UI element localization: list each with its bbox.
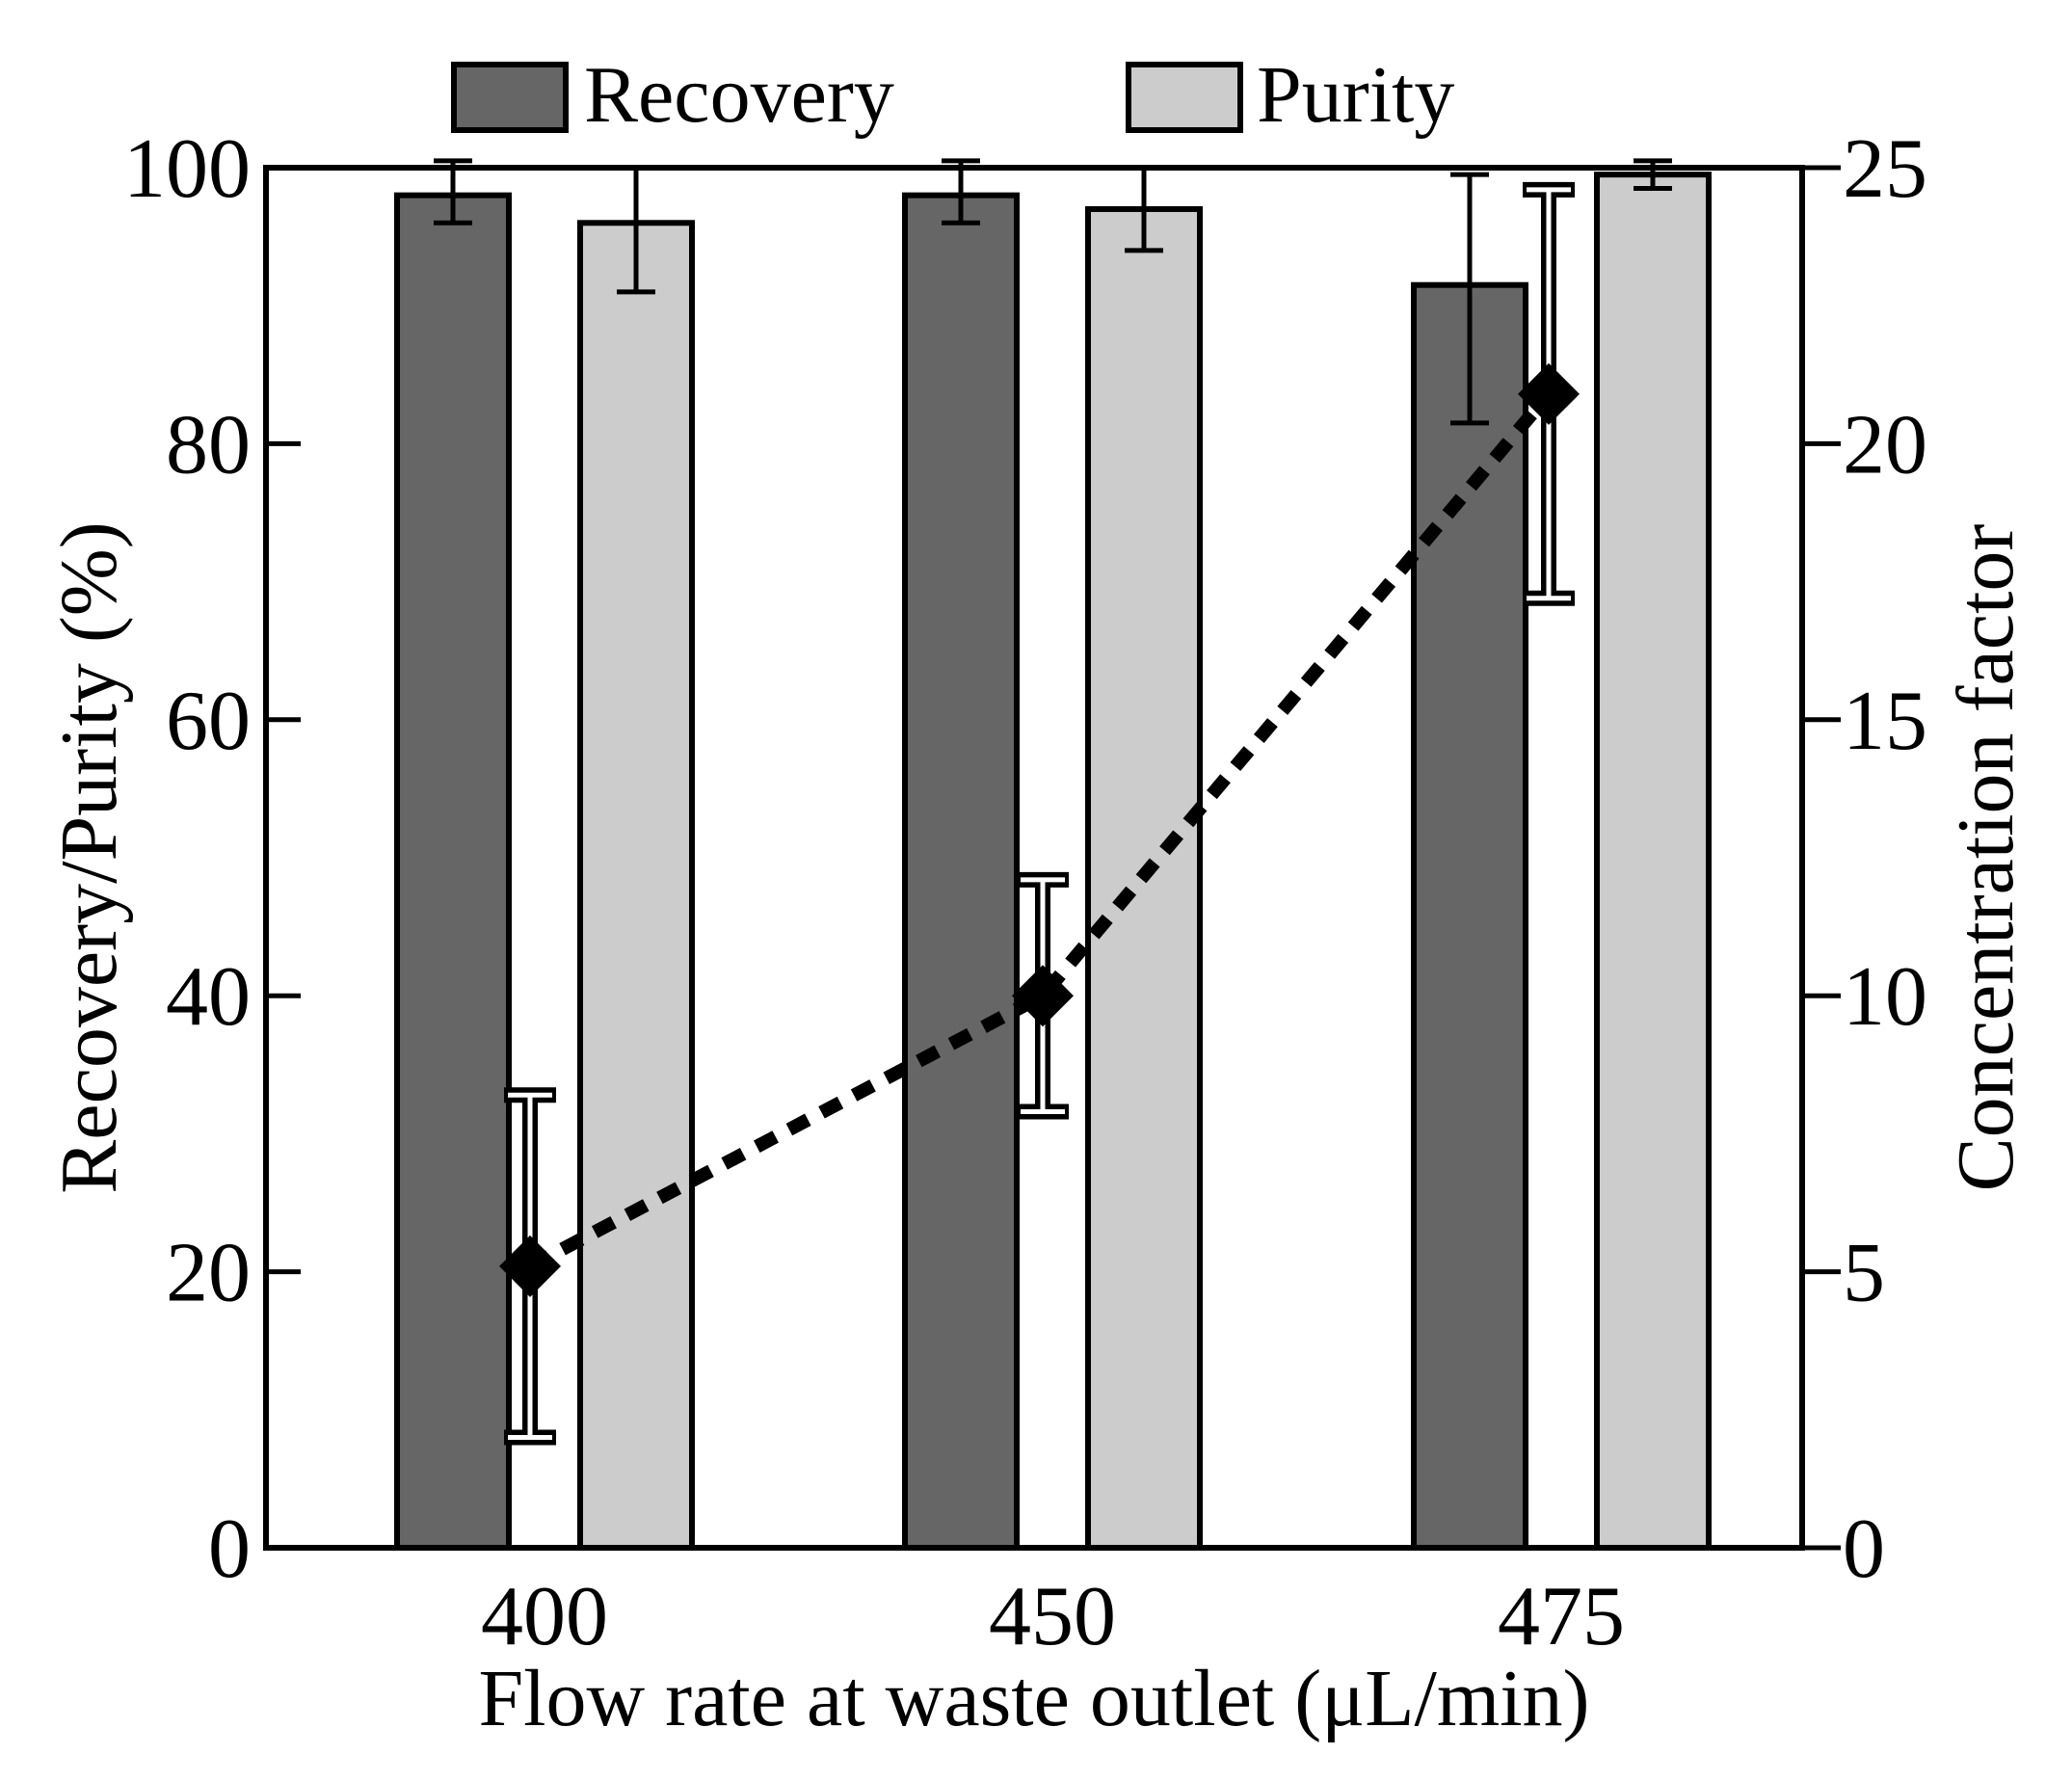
bar-recovery-450 [902, 192, 1020, 1551]
y2-tick-label: 5 [1843, 1227, 1885, 1320]
legend: Recovery Purity [451, 50, 1454, 140]
x-tick-label: 400 [481, 1570, 608, 1663]
x-axis-title: Flow rate at waste outlet (μL/min) [478, 1654, 1589, 1743]
y2-tick-label: 0 [1843, 1502, 1885, 1596]
legend-purity-label: Purity [1257, 50, 1454, 140]
y-tick-label: 80 [166, 398, 251, 492]
legend-purity-swatch [1126, 62, 1243, 133]
y-tick-label: 40 [166, 950, 251, 1044]
plot-frame [263, 165, 1805, 1551]
x-tick-label: 475 [1498, 1570, 1625, 1663]
legend-recovery-swatch [451, 62, 569, 133]
bar-recovery-400 [394, 192, 512, 1551]
y-tick-label: 60 [166, 675, 251, 768]
y-tick-label: 0 [208, 1502, 251, 1596]
y-axis-title: Recovery/Purity (%) [44, 521, 134, 1193]
cf-marker-475 [1518, 362, 1580, 425]
y2-tick-label: 25 [1843, 122, 1927, 216]
legend-recovery-label: Recovery [584, 50, 894, 140]
y2-tick-label: 15 [1843, 675, 1927, 768]
cf-line [526, 389, 1554, 1273]
cf-marker-450 [1012, 965, 1074, 1027]
y-tick-label: 100 [123, 122, 251, 216]
y2-tick-label: 10 [1843, 950, 1927, 1044]
x-tick-label: 450 [989, 1570, 1116, 1663]
bar-purity-475 [1594, 172, 1712, 1551]
bar-purity-400 [577, 220, 695, 1551]
y-tick-label: 20 [166, 1227, 251, 1320]
y2-tick-label: 20 [1843, 398, 1927, 492]
bar-recovery-475 [1411, 281, 1528, 1552]
cf-marker-400 [499, 1235, 561, 1297]
y2-axis-title: Concentration factor [1941, 524, 2031, 1192]
